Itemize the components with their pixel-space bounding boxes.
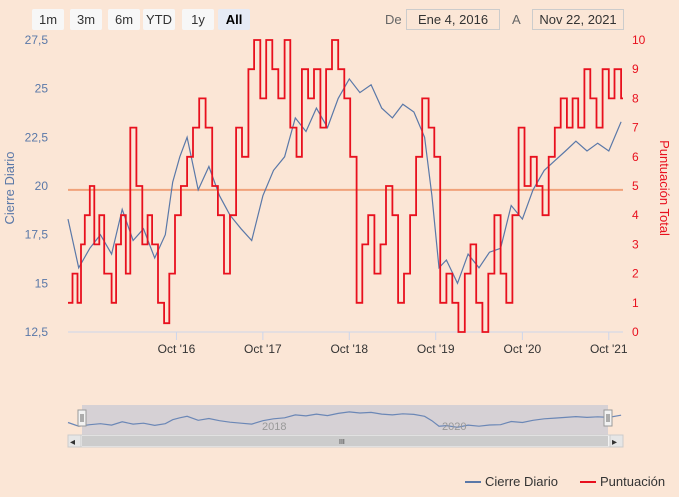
y-right-tick-label: 1 xyxy=(632,296,639,310)
navigator-left-handle[interactable] xyxy=(77,409,87,427)
y-left-tick-label: 17,5 xyxy=(25,228,49,242)
range-1y-button[interactable]: 1y xyxy=(182,9,214,30)
range-all-button[interactable]: All xyxy=(218,9,250,30)
navigator-mask xyxy=(82,405,608,435)
range-6m-button[interactable]: 6m xyxy=(108,9,140,30)
x-tick-label: Oct '19 xyxy=(417,342,455,356)
x-tick-label: Oct '16 xyxy=(158,342,196,356)
x-tick-label: Oct '17 xyxy=(244,342,282,356)
navigator-right-handle[interactable] xyxy=(603,409,613,427)
y-right-tick-label: 7 xyxy=(632,121,639,135)
y-right-tick-label: 2 xyxy=(632,267,639,281)
y-right-tick-label: 9 xyxy=(632,62,639,76)
x-tick-label: Oct '21 xyxy=(590,342,628,356)
scroll-left-button[interactable] xyxy=(67,434,82,448)
from-label: De xyxy=(385,12,402,27)
scrollbar-thumb[interactable] xyxy=(82,436,608,446)
legend-item-cierre-diario[interactable]: Cierre Diario xyxy=(465,474,558,489)
scroll-right-arrow-icon: ▸ xyxy=(612,437,617,448)
y-left-axis-ticks: 27,5 25 22,5 20 17,5 15 12,5 xyxy=(25,33,49,339)
series-line-puntuacion[interactable] xyxy=(68,39,623,333)
y-left-tick-label: 15 xyxy=(35,276,49,290)
y-right-axis-title: Puntuación Total xyxy=(657,140,672,236)
series-line-cierre-diario[interactable] xyxy=(67,77,622,285)
y-right-tick-label: 3 xyxy=(632,237,639,251)
legend-item-puntuacion[interactable]: Puntuación xyxy=(580,474,665,489)
navigator-year-2018: 2018 xyxy=(262,421,286,433)
y-right-tick-label: 8 xyxy=(632,91,639,105)
range-ytd-button[interactable]: YTD xyxy=(143,9,175,30)
range-3m-button[interactable]: 3m xyxy=(70,9,102,30)
scrollbar[interactable]: ◂ ▸ III xyxy=(67,434,624,448)
to-label: A xyxy=(512,12,521,27)
navigator-year-2020: 2020 xyxy=(442,421,466,433)
x-tick-label: Oct '20 xyxy=(504,342,542,356)
y-left-tick-label: 25 xyxy=(35,82,49,96)
scrollbar-grip-icon: III xyxy=(339,439,345,446)
navigator[interactable]: 2018 2020 xyxy=(67,405,623,435)
to-date-input[interactable]: Nov 22, 2021 xyxy=(532,9,624,30)
y-left-tick-label: 22,5 xyxy=(25,130,49,144)
y-left-tick-label: 27,5 xyxy=(25,33,49,47)
from-date-input[interactable]: Ene 4, 2016 xyxy=(406,9,500,30)
navigator-series xyxy=(67,411,622,428)
legend-label-cierre-diario: Cierre Diario xyxy=(485,474,558,489)
legend-label-puntuacion: Puntuación xyxy=(600,474,665,489)
y-left-axis-title: Cierre Diario xyxy=(2,152,17,225)
y-right-tick-label: 0 xyxy=(632,325,639,339)
y-right-tick-label: 5 xyxy=(632,179,639,193)
scroll-right-button[interactable] xyxy=(609,434,624,448)
y-left-tick-label: 20 xyxy=(35,179,49,193)
legend: Cierre Diario Puntuación xyxy=(465,474,665,489)
range-1m-button[interactable]: 1m xyxy=(32,9,64,30)
y-right-tick-label: 4 xyxy=(632,208,639,222)
x-tick-label: Oct '18 xyxy=(330,342,368,356)
scroll-left-arrow-icon: ◂ xyxy=(70,437,75,448)
y-left-tick-label: 12,5 xyxy=(25,325,49,339)
x-axis-ticks: Oct '16 Oct '17 Oct '18 Oct '19 Oct '20 Oct '… xyxy=(158,332,628,356)
y-right-tick-label: 10 xyxy=(632,33,646,47)
y-right-tick-label: 6 xyxy=(632,150,639,164)
